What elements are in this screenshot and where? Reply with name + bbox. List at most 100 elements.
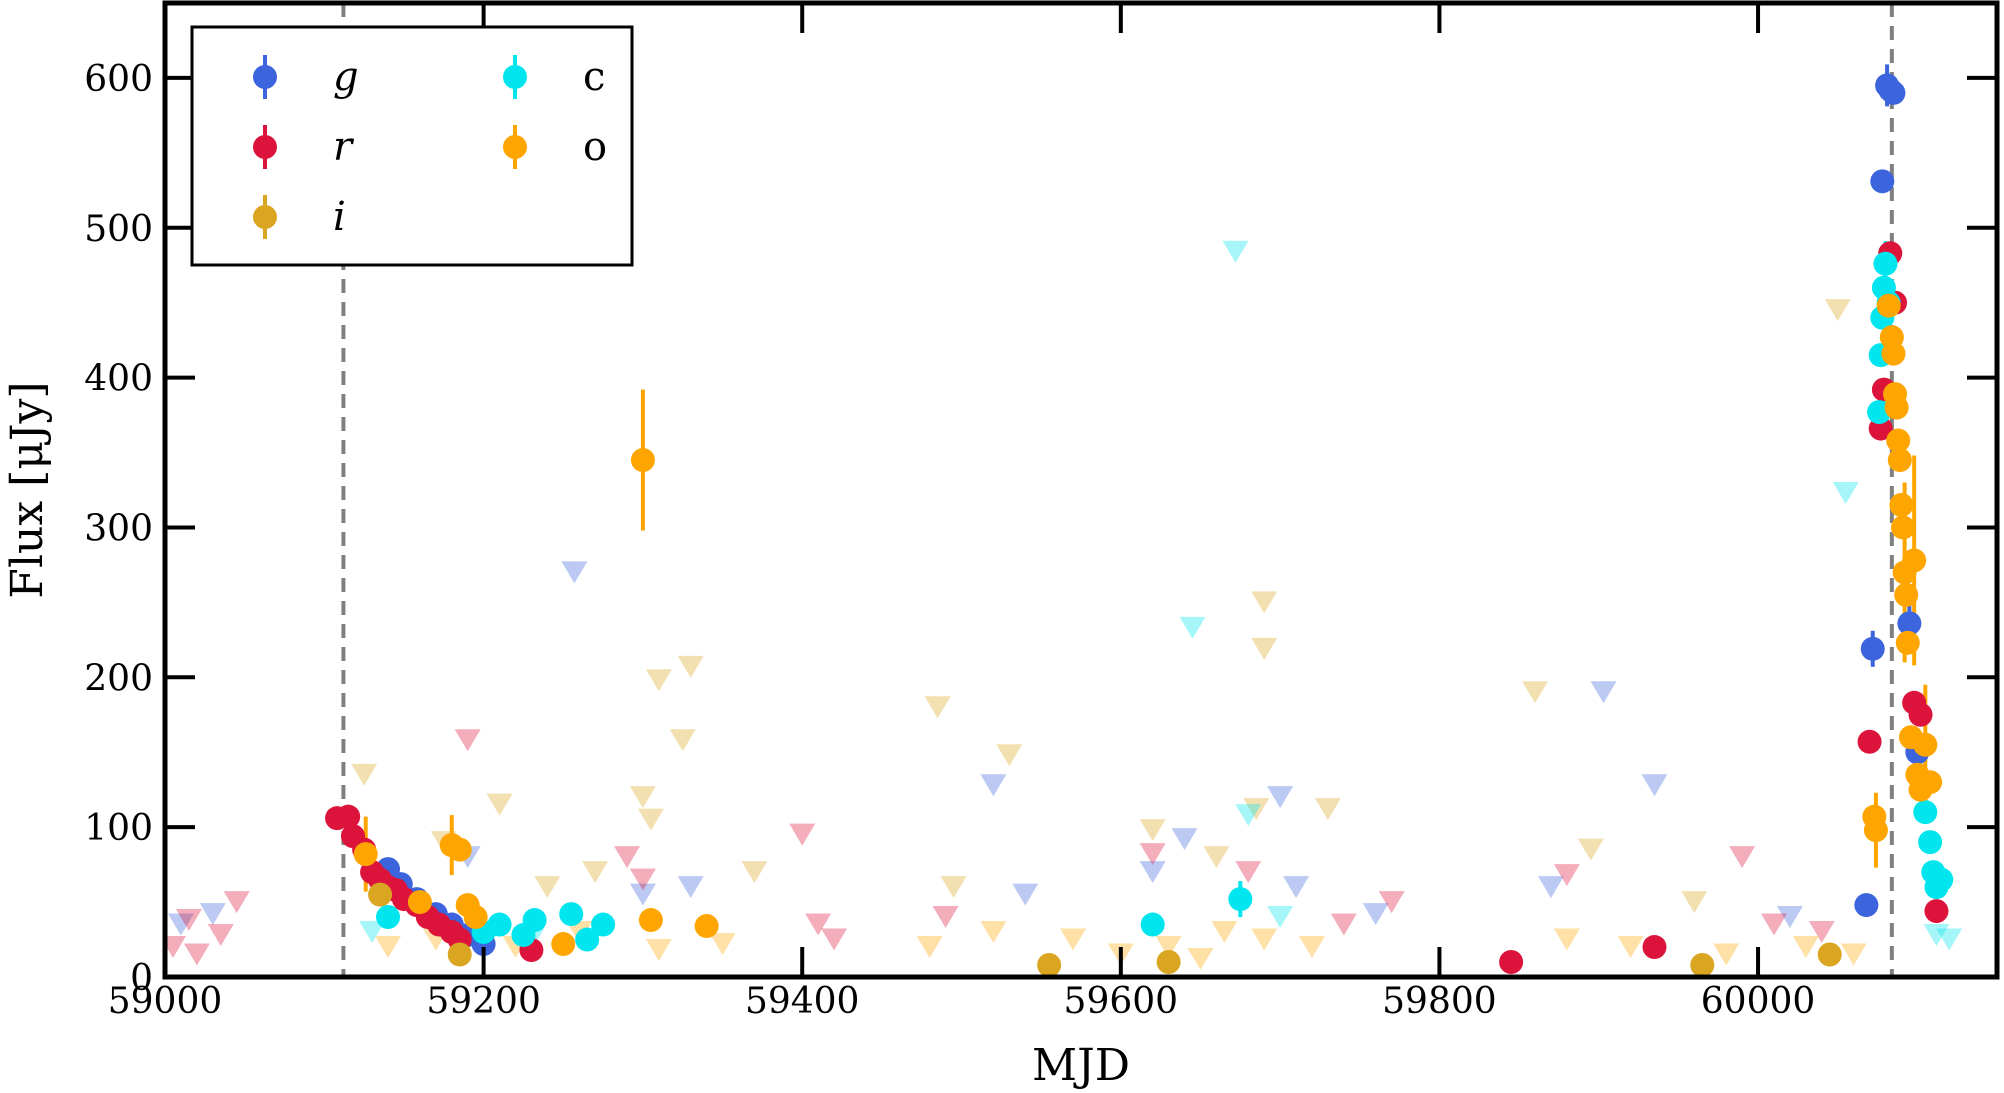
data-point-c-7 <box>591 912 616 937</box>
data-point-o-25 <box>1902 548 1927 573</box>
upper-limit-i-10 <box>741 861 768 884</box>
data-point-o-0 <box>353 842 378 867</box>
data-point-o-14 <box>1881 341 1906 366</box>
x-tick-label-59800: 59800 <box>1382 981 1497 1022</box>
upper-limit-c-7 <box>1832 481 1859 504</box>
upper-limit-o-8 <box>1060 928 1087 951</box>
data-point-o-7 <box>630 448 655 473</box>
data-point-o-17 <box>1886 428 1911 453</box>
upper-limit-i-8 <box>677 655 704 678</box>
upper-limit-c-8 <box>1923 924 1950 947</box>
upper-limit-g-15 <box>1641 774 1668 797</box>
data-point-c-16 <box>1913 800 1938 825</box>
upper-limit-o-7 <box>980 921 1007 944</box>
upper-limit-c-3 <box>1179 616 1206 639</box>
upper-limit-o-16 <box>1617 936 1644 959</box>
data-point-o-29 <box>1918 770 1943 795</box>
upper-limit-g-3 <box>561 561 588 584</box>
upper-limit-g-12 <box>1362 903 1389 926</box>
upper-limit-o-12 <box>1211 921 1238 944</box>
upper-limit-i-9 <box>669 729 696 752</box>
upper-limit-i-17 <box>1251 637 1278 660</box>
y-tick-label-500: 500 <box>84 209 153 250</box>
upper-limit-g-10 <box>1267 786 1294 809</box>
upper-limit-g-16 <box>1776 906 1803 929</box>
upper-limit-i-14 <box>1139 819 1166 842</box>
data-point-i-4 <box>1690 953 1715 977</box>
upper-limit-g-0 <box>167 913 194 936</box>
upper-limit-r-12 <box>1139 843 1166 866</box>
upper-limit-o-10 <box>1155 936 1182 959</box>
upper-limit-i-16 <box>1251 591 1278 614</box>
upper-limit-o-5 <box>709 933 736 956</box>
upper-limit-o-0 <box>375 936 402 959</box>
data-point-c-20 <box>1929 867 1954 892</box>
data-point-r-17 <box>1857 729 1882 754</box>
upper-limit-r-7 <box>629 868 656 891</box>
upper-limit-c-4 <box>1222 240 1249 263</box>
upper-limit-i-19 <box>1314 798 1341 821</box>
upper-limit-r-9 <box>805 913 832 936</box>
legend-label-o: o <box>583 124 607 170</box>
x-tick-label-59000: 59000 <box>108 981 223 1022</box>
data-point-g-8 <box>1860 636 1885 661</box>
upper-limit-r-15 <box>1378 891 1405 914</box>
data-point-r-15 <box>1499 950 1524 975</box>
data-point-r-1 <box>336 804 361 829</box>
upper-limit-i-21 <box>1577 838 1604 861</box>
upper-limit-r-3 <box>207 924 234 947</box>
upper-limit-g-5 <box>677 876 704 899</box>
upper-limit-r-6 <box>613 846 640 869</box>
upper-limit-i-23 <box>1824 299 1851 322</box>
x-tick-label-59200: 59200 <box>426 981 541 1022</box>
data-point-c-2 <box>487 912 512 937</box>
plot-inner <box>165 3 1963 977</box>
upper-limit-r-1 <box>175 909 202 932</box>
data-point-o-23 <box>1895 630 1920 655</box>
upper-limit-g-7 <box>1012 883 1039 906</box>
upper-limit-r-18 <box>1760 913 1787 936</box>
data-point-o-28 <box>1913 732 1938 757</box>
legend-marker-i <box>253 205 277 229</box>
data-point-i-2 <box>1037 953 1062 977</box>
data-point-c-8 <box>1140 912 1165 937</box>
data-point-o-20 <box>1891 515 1916 540</box>
legend-label-r: r <box>333 124 355 170</box>
data-point-g-7 <box>1854 893 1879 918</box>
upper-limit-i-18 <box>1243 798 1270 821</box>
upper-limit-g-6 <box>980 774 1007 797</box>
upper-limit-r-5 <box>454 729 481 752</box>
upper-limit-o-15 <box>1553 928 1580 951</box>
legend-marker-o <box>503 135 527 159</box>
upper-limit-i-0 <box>351 763 378 786</box>
data-point-i-3 <box>1156 950 1181 975</box>
plot-area <box>165 3 1963 977</box>
upper-limit-i-5 <box>629 786 656 809</box>
data-point-o-16 <box>1884 395 1909 420</box>
x-tick-label-59400: 59400 <box>745 981 860 1022</box>
x-tick-label-59600: 59600 <box>1064 981 1179 1022</box>
legend-label-i: i <box>333 194 346 240</box>
upper-limit-g-1 <box>199 903 226 926</box>
y-tick-label-100: 100 <box>84 808 153 849</box>
upper-limit-c-0 <box>359 921 386 944</box>
data-point-o-3 <box>447 837 472 862</box>
data-point-o-1 <box>407 890 432 915</box>
upper-limit-o-11 <box>1187 948 1214 971</box>
data-point-c-14 <box>1873 251 1898 276</box>
data-point-c-6 <box>575 927 600 952</box>
legend-marker-c <box>503 65 527 89</box>
data-point-o-8 <box>638 908 663 933</box>
upper-limit-i-13 <box>996 744 1023 767</box>
y-tick-label-300: 300 <box>84 508 153 549</box>
y-tick-label-200: 200 <box>84 658 153 699</box>
upper-limit-i-20 <box>1522 681 1549 704</box>
upper-limit-i-6 <box>637 808 664 831</box>
y-tick-label-0: 0 <box>130 958 153 999</box>
y-axis-label: Flux [μJy] <box>2 381 53 598</box>
upper-limit-i-3 <box>534 876 561 899</box>
data-point-i-5 <box>1817 942 1842 967</box>
data-point-o-22 <box>1894 582 1919 607</box>
upper-limit-g-4 <box>629 883 656 906</box>
upper-limit-r-17 <box>1729 846 1756 869</box>
